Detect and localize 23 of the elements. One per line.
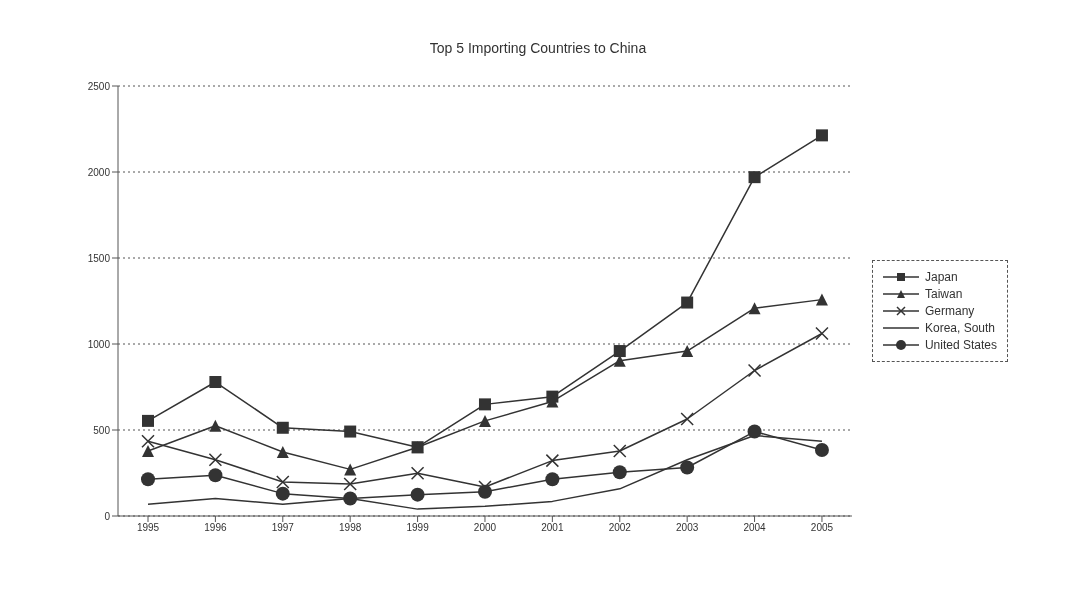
x-tick-label: 1999 bbox=[406, 522, 430, 534]
x-tick-label: 2001 bbox=[541, 522, 564, 534]
x-tick-label: 1996 bbox=[204, 522, 227, 534]
y-tick-label: 2500 bbox=[87, 80, 111, 92]
x-tick-label: 1997 bbox=[271, 522, 295, 534]
legend-label: Taiwan bbox=[924, 287, 963, 301]
y-tick-label: 1000 bbox=[87, 338, 111, 350]
y-tick-label: 1500 bbox=[87, 252, 111, 264]
y-tick-label: 0 bbox=[104, 510, 111, 522]
x-tick-label: 2005 bbox=[810, 522, 834, 534]
legend-label: Germany bbox=[924, 304, 975, 318]
x-tick-label: 2000 bbox=[473, 522, 497, 534]
x-tick-label: 2002 bbox=[608, 522, 632, 534]
chart-title: Top 5 Importing Countries to China bbox=[428, 40, 648, 56]
x-tick-label: 2003 bbox=[676, 522, 699, 534]
legend-label: United States bbox=[924, 338, 997, 352]
y-tick-label: 2000 bbox=[87, 166, 111, 178]
x-tick-label: 2004 bbox=[743, 522, 767, 534]
legend-label: Korea, South bbox=[924, 321, 996, 335]
x-tick-label: 1995 bbox=[136, 522, 160, 534]
legend-label: Japan bbox=[924, 270, 958, 284]
y-tick-label: 500 bbox=[93, 424, 111, 436]
x-tick-label: 1998 bbox=[339, 522, 362, 534]
